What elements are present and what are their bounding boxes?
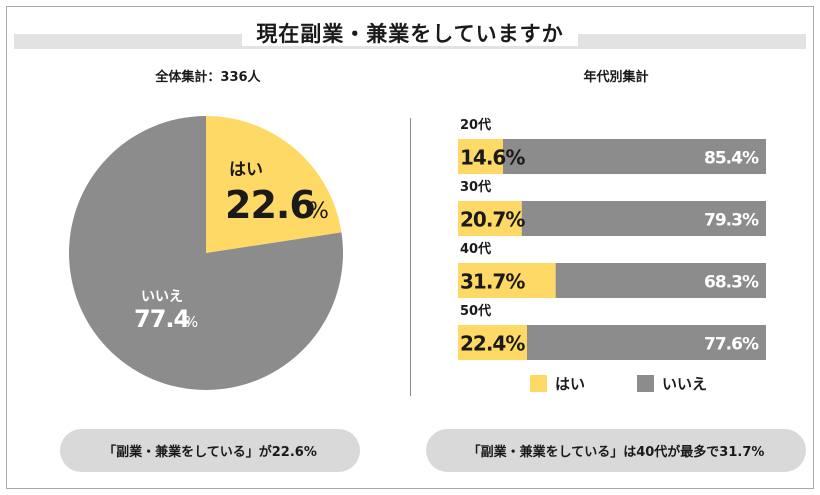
bar-value-label-yes: 14.6% xyxy=(460,146,525,170)
bar-segment-no xyxy=(555,263,766,298)
pie-unit-yes: % xyxy=(308,199,329,224)
bar-value-label-no: 79.3% xyxy=(704,211,759,231)
legend-label-no: いいえ xyxy=(662,374,708,393)
bar-category-label: 20代 xyxy=(460,117,491,133)
pie-slice-no xyxy=(68,116,343,390)
pie-label-no: いいえ xyxy=(141,289,183,305)
bar-segment-yes xyxy=(458,139,503,174)
bar-value-label-yes: 31.7% xyxy=(460,270,525,294)
bar-category-label: 30代 xyxy=(460,179,491,195)
bar-segment-yes xyxy=(458,325,527,360)
bar-segment-yes xyxy=(458,263,556,298)
chart-title: 現在副業・兼業をしていますか xyxy=(0,18,820,48)
legend-item-yes: はい xyxy=(530,373,585,393)
stacked-bar-chart: 20代 14.6% 85.4% 30代 20.7% 79.3% 40代 31.7% 68.3% 5… xyxy=(458,117,766,360)
bar-category-label: 40代 xyxy=(460,241,491,257)
summary-note-left: 「副業・兼業をしている」が22.6% xyxy=(60,429,360,472)
summary-note-right: 「副業・兼業をしている」は40代が最多で31.7% xyxy=(426,429,806,472)
pie-unit-no: % xyxy=(184,313,198,331)
pie-slice-yes xyxy=(206,116,342,253)
pie-label-yes: はい xyxy=(229,160,263,180)
bar-segment-no xyxy=(526,325,766,360)
bar-value-label-yes: 22.4% xyxy=(460,332,525,356)
pie-value-no: 77.4 xyxy=(134,305,190,333)
legend-swatch-no xyxy=(637,374,654,392)
bar-value-label-no: 68.3% xyxy=(704,273,759,293)
bar-segment-yes xyxy=(458,201,522,236)
bar-subtitle: 年代別集計 xyxy=(583,70,649,85)
bar-category-label: 50代 xyxy=(460,303,491,319)
bar-value-label-no: 85.4% xyxy=(704,149,759,169)
section-divider xyxy=(410,118,411,396)
legend-swatch-yes xyxy=(530,374,547,392)
legend-item-no: いいえ xyxy=(637,373,707,393)
bar-segment-no xyxy=(502,139,766,174)
bar-value-label-no: 77.6% xyxy=(704,335,759,355)
legend-label-yes: はい xyxy=(555,374,586,393)
bar-value-label-yes: 20.7% xyxy=(460,208,525,232)
bar-segment-no xyxy=(521,201,766,236)
pie-value-yes: 22.6 xyxy=(225,183,315,227)
pie-subtitle: 全体集計：336人 xyxy=(155,70,261,85)
